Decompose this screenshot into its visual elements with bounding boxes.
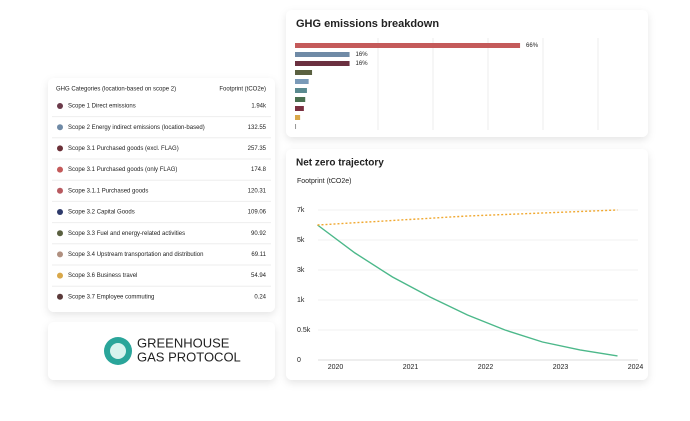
row-dot xyxy=(57,103,63,109)
row-value: 257.35 xyxy=(248,146,267,152)
trajectory-card xyxy=(286,149,648,380)
table-header: GHG Categories (location-based on scope … xyxy=(56,87,176,93)
bar-label: 16% xyxy=(356,52,369,58)
bar xyxy=(295,61,350,66)
row-name: Scope 3.1 Purchased goods (only FLAG) xyxy=(68,167,177,173)
logo-icon-core xyxy=(110,343,126,359)
row-dot xyxy=(57,230,63,237)
bar-label: 16% xyxy=(356,61,369,67)
x-tick-label: 2024 xyxy=(628,364,644,371)
row-value: 132.55 xyxy=(248,125,267,131)
x-tick-label: 2022 xyxy=(478,364,494,371)
row-name: Scope 3.2 Capital Goods xyxy=(68,210,135,216)
logo-card xyxy=(48,322,275,380)
logo-text: GREENHOUSE xyxy=(137,335,230,350)
breakdown-grid xyxy=(377,38,599,130)
row-value: 69.11 xyxy=(251,252,266,258)
bar xyxy=(295,88,307,93)
row-value: 120.31 xyxy=(248,188,267,194)
logo-text: GAS PROTOCOL xyxy=(137,349,241,364)
row-name: Scope 2 Energy indirect emissions (locat… xyxy=(68,125,205,131)
chart-title: GHG emissions breakdown xyxy=(296,18,439,30)
table-card xyxy=(48,78,275,312)
bar xyxy=(295,52,350,57)
y-tick-label: 0 xyxy=(297,357,301,364)
chart-title: Net zero trajectory xyxy=(296,158,384,169)
row-value: 109.06 xyxy=(248,210,267,216)
row-name: Scope 3.3 Fuel and energy-related activi… xyxy=(68,231,185,237)
row-name: Scope 3.6 Business travel xyxy=(68,273,137,279)
table-header: Footprint (tCO2e) xyxy=(219,87,266,93)
row-value: 174.8 xyxy=(251,167,267,173)
row-name: Scope 3.1.1 Purchased goods xyxy=(68,188,148,194)
y-axis-label: Footprint (tCO2e) xyxy=(297,178,351,185)
row-dot xyxy=(57,166,63,173)
row-value: 90.92 xyxy=(251,231,267,237)
bar-label: 66% xyxy=(526,43,539,49)
row-value: 54.94 xyxy=(251,273,267,279)
y-tick-label: 5k xyxy=(297,237,305,244)
row-name: Scope 3.7 Employee commuting xyxy=(68,294,154,300)
x-tick-label: 2021 xyxy=(403,364,419,371)
bar xyxy=(295,97,306,102)
bar xyxy=(295,70,313,75)
bar xyxy=(295,43,521,48)
y-tick-label: 3k xyxy=(297,267,305,274)
row-value: 1.94k xyxy=(251,104,267,110)
y-tick-label: 7k xyxy=(297,207,305,214)
row-dot xyxy=(57,187,63,194)
row-name: Scope 3.4 Upstream transportation and di… xyxy=(68,252,203,258)
row-name: Scope 3.1 Purchased goods (excl. FLAG) xyxy=(68,146,179,152)
bar xyxy=(295,115,301,120)
row-dot xyxy=(57,209,63,215)
row-dot xyxy=(57,145,63,152)
line xyxy=(317,224,618,357)
x-tick-label: 2023 xyxy=(553,364,569,371)
bar xyxy=(295,106,304,111)
x-tick-label: 2020 xyxy=(328,364,344,371)
bar xyxy=(295,79,309,84)
row-dot xyxy=(57,124,63,131)
breakdown-card xyxy=(286,10,648,137)
row-dot xyxy=(57,272,63,279)
row-dot xyxy=(57,293,63,300)
y-tick-label: 1k xyxy=(297,297,305,304)
row-name: Scope 1 Direct emissions xyxy=(68,104,136,110)
y-tick-label: 0.5k xyxy=(297,327,311,334)
row-value: 0.24 xyxy=(254,294,266,300)
row-dot xyxy=(57,251,63,258)
bar xyxy=(295,124,297,129)
